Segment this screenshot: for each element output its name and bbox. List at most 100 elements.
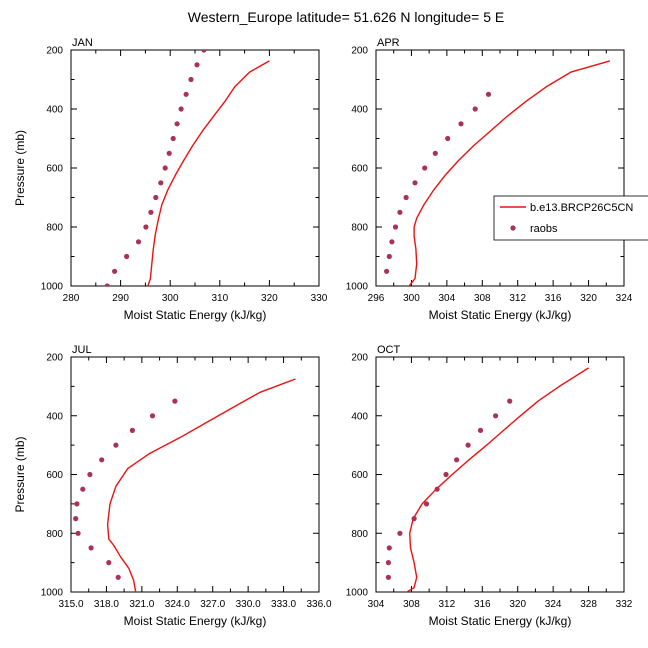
panel-apr: 296 300 304 308 312 316 320 324 200 400 600 800 1000… [346,37,633,322]
y-tick-label-apr: 800 [351,223,368,234]
raobs-point-oct [454,457,460,463]
raobs-point-jan [124,253,130,260]
panel-label-jul: JUL [72,344,92,356]
raobs-point-apr [472,106,478,112]
y-tick-label-jan: 600 [46,164,63,175]
x-tick-label-jan: 310 [211,293,228,304]
raobs-point-apr [445,135,451,142]
panel-label-oct: OCT [377,344,401,356]
raobs-point-apr [386,253,392,260]
x-tick-label-apr: 316 [545,293,562,304]
panel-label-apr: APR [377,37,400,49]
raobs-point-apr [384,268,390,274]
x-tick-label-oct: 328 [580,599,597,610]
data-layer-apr [384,60,610,286]
raobs-point-oct [385,574,391,580]
y-tick-label-oct: 200 [351,353,368,364]
legend-obs-label: raobs [530,223,558,235]
x-axis-title-oct: Moist Static Energy (kJ/kg) [429,614,572,628]
raobs-point-jan [208,33,213,38]
y-tick-label-jul: 400 [46,411,63,422]
panel-jul: 315.0 318.0 321.0 324.0 327.0 330.0 333.0 336.0… [13,344,332,628]
x-tick-label-jan: 320 [261,293,278,304]
raobs-point-oct [443,471,449,478]
x-tick-label-jul: 330.0 [236,599,261,610]
y-tick-label-oct: 1000 [346,588,369,599]
raobs-point-jul [99,457,105,463]
x-tick-label-oct: 308 [403,599,420,610]
y-tick-label-jul: 200 [46,353,63,364]
raobs-point-jan [174,121,180,127]
y-tick-label-jan: 800 [46,223,63,234]
raobs-point-apr [412,180,418,186]
x-tick-label-apr: 300 [403,293,420,304]
x-tick-label-jul: 318.0 [94,599,119,610]
y-axis-title-jul: Pressure (mb) [13,436,27,512]
raobs-point-apr [458,121,464,127]
x-tick-label-oct: 312 [439,599,456,610]
model-line-jan [147,60,270,286]
raobs-point-jan [158,180,164,186]
x-tick-label-jul: 321.0 [129,599,154,610]
plot-frame-jul [70,356,320,593]
raobs-point-jul [115,574,121,580]
raobs-point-jan [201,50,207,53]
y-tick-label-jan: 200 [46,46,63,57]
x-tick-label-jul: 315.0 [58,599,83,610]
raobs-point-jan [153,194,159,201]
raobs-point-jul [88,545,94,551]
y-tick-label-oct: 600 [351,470,368,481]
y-tick-label-jul: 600 [46,470,63,481]
raobs-point-apr [422,165,428,171]
model-line-apr [408,60,610,286]
x-tick-label-jan: 290 [112,293,129,304]
x-tick-label-oct: 324 [545,599,562,610]
raobs-point-jan [104,283,110,286]
raobs-point-oct [493,413,499,419]
raobs-point-jul [106,560,112,566]
raobs-point-jul [172,398,178,404]
raobs-point-jul [113,442,119,448]
raobs-point-jul [74,501,80,507]
x-tick-label-apr: 296 [368,293,385,304]
y-tick-label-apr: 1000 [346,282,369,293]
y-tick-label-jul: 1000 [41,588,64,599]
raobs-point-oct [507,398,513,404]
raobs-point-jul [129,427,135,433]
x-tick-label-oct: 316 [474,599,491,610]
x-tick-label-oct: 320 [509,599,526,610]
raobs-point-jan [162,165,168,171]
legend: b.e13.BRCP26C5CN raobs [493,195,648,241]
raobs-point-jul [75,530,81,536]
x-tick-label-jan: 300 [162,293,179,304]
model-line-jul [106,378,296,592]
raobs-point-jan [170,135,176,142]
x-axis-title-apr: Moist Static Energy (kJ/kg) [429,308,572,322]
raobs-point-jan [112,268,118,274]
raobs-point-jan [178,106,184,112]
raobs-point-apr [392,224,399,230]
data-layer-jan [104,33,270,286]
raobs-point-oct [434,486,440,492]
panel-jan: 280 290 300 310 320 330 200 400 600 800 1000 JAN Moi… [13,33,328,322]
raobs-point-oct [397,530,403,536]
y-tick-label-apr: 600 [351,164,368,175]
raobs-point-jul [149,413,156,419]
raobs-point-apr [397,209,403,215]
data-layer-oct [385,367,589,592]
x-tick-label-oct: 332 [616,599,633,610]
x-tick-label-jan: 280 [63,293,80,304]
raobs-point-jul [73,516,79,522]
x-tick-label-jul: 327.0 [200,599,225,610]
x-tick-label-apr: 324 [616,293,633,304]
raobs-point-oct [465,442,471,448]
raobs-point-apr [432,150,438,156]
panel-label-jan: JAN [72,37,93,49]
y-tick-label-apr: 400 [351,105,368,116]
x-tick-label-apr: 304 [439,293,456,304]
y-tick-label-jul: 800 [46,529,63,540]
y-axis-title-jan: Pressure (mb) [13,130,27,206]
raobs-point-jan [143,224,149,230]
raobs-point-jan [148,209,154,215]
raobs-point-oct [385,560,391,566]
